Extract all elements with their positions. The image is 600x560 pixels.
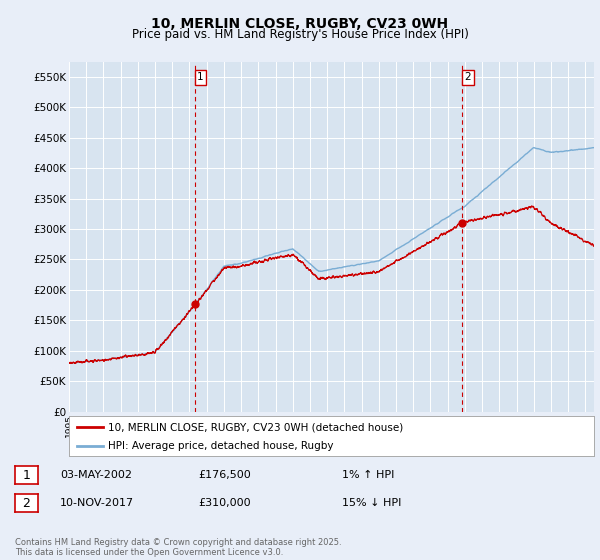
Text: 2: 2	[22, 497, 31, 510]
Text: 10, MERLIN CLOSE, RUGBY, CV23 0WH: 10, MERLIN CLOSE, RUGBY, CV23 0WH	[151, 17, 449, 31]
Text: 1% ↑ HPI: 1% ↑ HPI	[342, 470, 394, 480]
Text: 1: 1	[22, 469, 31, 482]
Text: 10-NOV-2017: 10-NOV-2017	[60, 498, 134, 508]
Text: Price paid vs. HM Land Registry's House Price Index (HPI): Price paid vs. HM Land Registry's House …	[131, 28, 469, 41]
Text: 1: 1	[197, 72, 204, 82]
Text: 15% ↓ HPI: 15% ↓ HPI	[342, 498, 401, 508]
Text: 10, MERLIN CLOSE, RUGBY, CV23 0WH (detached house): 10, MERLIN CLOSE, RUGBY, CV23 0WH (detac…	[109, 422, 404, 432]
Text: £176,500: £176,500	[198, 470, 251, 480]
Text: HPI: Average price, detached house, Rugby: HPI: Average price, detached house, Rugb…	[109, 441, 334, 451]
Text: 2: 2	[464, 72, 471, 82]
Text: Contains HM Land Registry data © Crown copyright and database right 2025.
This d: Contains HM Land Registry data © Crown c…	[15, 538, 341, 557]
Text: 03-MAY-2002: 03-MAY-2002	[60, 470, 132, 480]
Text: £310,000: £310,000	[198, 498, 251, 508]
